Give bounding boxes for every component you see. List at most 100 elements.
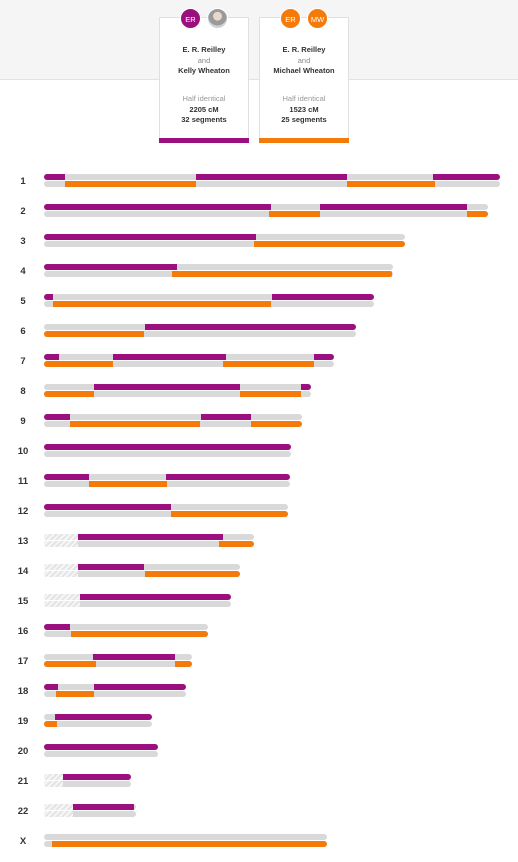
chromosome-track-orange xyxy=(44,571,240,577)
chromosome-label: 20 xyxy=(17,746,29,757)
shared-segment-purple[interactable] xyxy=(94,684,186,690)
chromosome-row-8[interactable]: 8 xyxy=(0,384,518,402)
shared-segment-purple[interactable] xyxy=(44,174,65,180)
chromosome-row-15[interactable]: 15 xyxy=(0,594,518,612)
shared-segment-orange[interactable] xyxy=(71,631,208,637)
shared-segment-purple[interactable] xyxy=(44,264,177,270)
shared-segment-purple[interactable] xyxy=(94,384,240,390)
shared-segment-orange[interactable] xyxy=(44,721,57,727)
shared-segment-purple[interactable] xyxy=(44,234,256,240)
chromosome-row-18[interactable]: 18 xyxy=(0,684,518,702)
chromosome-row-17[interactable]: 17 xyxy=(0,654,518,672)
shared-segment-purple[interactable] xyxy=(44,354,59,360)
chromosome-row-13[interactable]: 13 xyxy=(0,534,518,552)
chromosome-row-7[interactable]: 7 xyxy=(0,354,518,372)
shared-segment-purple[interactable] xyxy=(44,624,70,630)
chromosome-row-10[interactable]: 10 xyxy=(0,444,518,462)
comparison-card-michael[interactable]: ER MW E. R. Reilley and Michael Wheaton … xyxy=(259,8,349,143)
shared-segment-purple[interactable] xyxy=(93,654,175,660)
comparison-card-kelly[interactable]: ER E. R. Reilley and Kelly Wheaton Half … xyxy=(159,8,249,143)
shared-segment-purple[interactable] xyxy=(44,474,89,480)
shared-segment-purple[interactable] xyxy=(272,294,374,300)
shared-segment-orange[interactable] xyxy=(70,421,200,427)
shared-segment-purple[interactable] xyxy=(201,414,251,420)
shared-segment-orange[interactable] xyxy=(56,691,94,697)
shared-segment-purple[interactable] xyxy=(63,774,131,780)
shared-segment-orange[interactable] xyxy=(219,541,254,547)
shared-segment-orange[interactable] xyxy=(65,181,196,187)
shared-segment-purple[interactable] xyxy=(44,204,271,210)
shared-segment-purple[interactable] xyxy=(196,174,347,180)
chromosome-row-11[interactable]: 11 xyxy=(0,474,518,492)
avatar-er: ER xyxy=(180,8,201,29)
chromosome-row-20[interactable]: 20 xyxy=(0,744,518,762)
chromosome-row-14[interactable]: 14 xyxy=(0,564,518,582)
chromosome-row-12[interactable]: 12 xyxy=(0,504,518,522)
shared-segment-orange[interactable] xyxy=(172,271,392,277)
chromosome-row-5[interactable]: 5 xyxy=(0,294,518,312)
chromosome-label: 16 xyxy=(17,626,29,637)
shared-segment-orange[interactable] xyxy=(145,571,240,577)
shared-segment-purple[interactable] xyxy=(78,564,144,570)
chromosome-label: 6 xyxy=(20,326,26,337)
shared-segment-purple[interactable] xyxy=(80,594,231,600)
chromosome-track-orange xyxy=(44,271,393,277)
chromosome-row-6[interactable]: 6 xyxy=(0,324,518,342)
shared-segment-orange[interactable] xyxy=(175,661,192,667)
shared-segment-purple[interactable] xyxy=(320,204,467,210)
shared-segment-purple[interactable] xyxy=(433,174,500,180)
shared-segment-purple[interactable] xyxy=(301,384,311,390)
shared-segment-orange[interactable] xyxy=(467,211,488,217)
chromosome-row-16[interactable]: 16 xyxy=(0,624,518,642)
chromosome-row-9[interactable]: 9 xyxy=(0,414,518,432)
shared-segment-purple[interactable] xyxy=(55,714,152,720)
shared-segment-purple[interactable] xyxy=(44,504,171,510)
shared-segment-purple[interactable] xyxy=(314,354,334,360)
chromosome-track-orange xyxy=(44,721,152,727)
chromosome-track-orange xyxy=(44,421,302,427)
shared-segment-orange[interactable] xyxy=(52,841,327,847)
chromosome-row-21[interactable]: 21 xyxy=(0,774,518,792)
shared-segment-purple[interactable] xyxy=(44,414,70,420)
chromosome-row-19[interactable]: 19 xyxy=(0,714,518,732)
shared-segment-orange[interactable] xyxy=(347,181,435,187)
chromosome-track-purple xyxy=(44,234,405,240)
shared-segment-purple[interactable] xyxy=(44,744,158,750)
shared-segment-orange[interactable] xyxy=(171,511,288,517)
shared-segment-purple[interactable] xyxy=(44,294,53,300)
shared-segment-orange[interactable] xyxy=(251,421,302,427)
shared-segment-purple[interactable] xyxy=(166,474,290,480)
chromosome-row-3[interactable]: 3 xyxy=(0,234,518,252)
shared-segment-purple[interactable] xyxy=(113,354,226,360)
shared-segment-orange[interactable] xyxy=(254,241,405,247)
chromosome-row-22[interactable]: 22 xyxy=(0,804,518,822)
shared-segment-purple[interactable] xyxy=(44,444,291,450)
chromosome-row-1[interactable]: 1 xyxy=(0,174,518,192)
shared-segment-orange[interactable] xyxy=(53,301,271,307)
chromosome-row-2[interactable]: 2 xyxy=(0,204,518,222)
chromosome-track-purple xyxy=(44,804,136,810)
chromosome-label: 10 xyxy=(17,446,29,457)
chromosome-track-purple xyxy=(44,174,500,180)
shared-segment-orange[interactable] xyxy=(44,361,113,367)
unmeasured-region xyxy=(44,781,63,787)
chromosome-track-purple xyxy=(44,444,291,450)
shared-segment-orange[interactable] xyxy=(223,361,314,367)
shared-segment-orange[interactable] xyxy=(44,661,96,667)
chromosome-track-purple xyxy=(44,414,302,420)
chromosome-label: 15 xyxy=(17,596,29,607)
chromosome-row-x[interactable]: X xyxy=(0,834,518,852)
shared-segment-orange[interactable] xyxy=(240,391,301,397)
shared-segment-orange[interactable] xyxy=(269,211,320,217)
shared-segment-purple[interactable] xyxy=(145,324,356,330)
chromosome-label: 7 xyxy=(20,356,26,367)
shared-segment-orange[interactable] xyxy=(89,481,167,487)
shared-segment-purple[interactable] xyxy=(44,684,58,690)
shared-segment-orange[interactable] xyxy=(44,331,144,337)
shared-segment-orange[interactable] xyxy=(44,391,94,397)
chromosome-track-purple xyxy=(44,684,186,690)
shared-segment-purple[interactable] xyxy=(78,534,223,540)
chromosome-track-orange xyxy=(44,661,192,667)
chromosome-row-4[interactable]: 4 xyxy=(0,264,518,282)
shared-segment-purple[interactable] xyxy=(73,804,134,810)
